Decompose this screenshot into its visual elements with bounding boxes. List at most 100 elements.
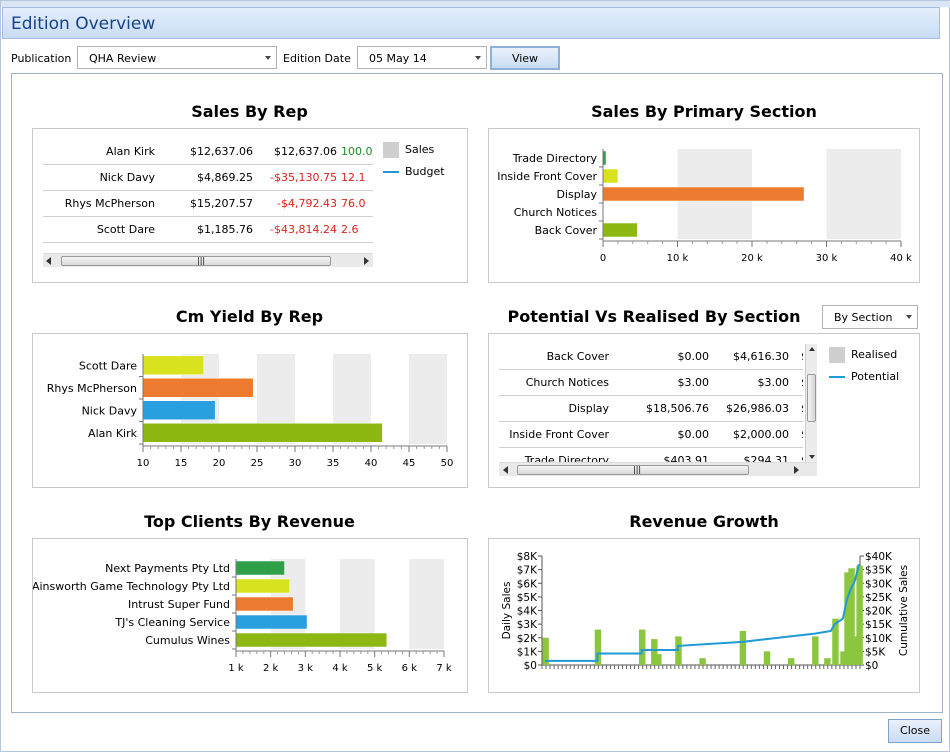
potential-vs-realised-table: Back Cover $0.00 $4,616.30 $ Church Notices $… [499, 344, 803, 462]
sales-by-primary-section-panel: Trade Directory Inside Front Cover Display… [488, 128, 920, 283]
scroll-thumb[interactable] [517, 465, 749, 475]
grip-icon: ||| [633, 465, 642, 474]
bar [602, 186, 805, 202]
table-row[interactable]: Inside Front Cover $0.00 $2,000.00 $ [499, 422, 803, 448]
arrow-left-icon[interactable] [46, 257, 51, 265]
table-row[interactable]: Rhys McPherson $15,207.57 -$4,792.43 76.0 [43, 191, 373, 217]
section-potential: $4,616.30 [733, 350, 789, 363]
realised-legend-swatch [829, 347, 845, 363]
x-tick-label: 2 k [263, 663, 279, 674]
rep-name: Rhys McPherson [64, 197, 155, 210]
top-clients-chart: Next Payments Pty Ltd Ainsworth Game Tech… [32, 559, 452, 674]
y2-tick-label: $10K [865, 633, 893, 645]
x-tick-label: 0 [600, 253, 606, 264]
cumulative-line [545, 563, 860, 662]
cm-yield-by-rep-panel: Scott Dare Rhys McPherson Nick Davy Alan Ki… [32, 333, 468, 488]
daily-bar [840, 651, 847, 665]
rep-sales: $4,869.25 [197, 171, 253, 184]
x-tick-label: 6 k [402, 663, 418, 674]
table-row[interactable]: Church Notices $3.00 $3.00 $ [499, 370, 803, 396]
x-tick-label: 25 [251, 458, 264, 469]
by-section-value: By Section [834, 311, 893, 324]
arrow-right-icon[interactable] [364, 257, 369, 265]
category-label: Trade Directory [512, 152, 598, 165]
y2-axis-label: Cumulative Sales [898, 565, 910, 656]
realised-legend-label: Realised [851, 348, 898, 361]
x-tick-label: 1 k [228, 663, 244, 674]
rep-percent: 100.0 [341, 145, 373, 158]
daily-bar [594, 629, 602, 665]
arrow-down-icon[interactable] [809, 455, 815, 459]
daily-bar [699, 658, 706, 665]
rep-name: Alan Kirk [106, 145, 155, 158]
category-label: Church Notices [514, 206, 598, 219]
bar [235, 632, 388, 648]
section-extra: $ [801, 428, 803, 441]
by-section-select[interactable]: By Section [822, 305, 918, 329]
daily-bar [763, 651, 771, 665]
scroll-thumb[interactable] [61, 256, 331, 266]
x-tick-label: 45 [403, 458, 416, 469]
edition-date-select[interactable]: 05 May 14 [357, 46, 487, 69]
table-row[interactable]: Nick Davy $4,869.25 -$35,130.75 12.1 [43, 165, 373, 191]
x-tick-label: 30 k [816, 253, 838, 264]
cm-yield-by-rep-title: Cm Yield By Rep [175, 307, 324, 326]
potential-vs-realised-hscrollbar[interactable]: ||| [499, 462, 817, 476]
section-potential: $294.31 [743, 454, 790, 462]
rep-budget: -$43,814.24 [270, 223, 337, 236]
y-tick-label: $3K [517, 619, 538, 631]
rep-sales: $1,185.76 [197, 223, 253, 236]
rep-percent: 76.0 [341, 197, 366, 210]
scroll-thumb[interactable] [807, 374, 816, 422]
section-extra: $ [801, 402, 803, 415]
table-row[interactable]: Display $18,506.76 $26,986.03 $ [499, 396, 803, 422]
arrow-up-icon[interactable] [809, 347, 815, 351]
sales-by-rep-panel: Alan Kirk $12,637.06 $12,637.06 100.0 Nick D… [32, 128, 468, 283]
sales-by-rep-scrollbar[interactable]: ||| [43, 253, 373, 267]
y2-tick-label: $0 [865, 660, 878, 672]
rep-sales: $15,207.57 [190, 197, 253, 210]
rep-percent: 2.6 [341, 223, 359, 236]
section-name: Inside Front Cover [509, 428, 609, 441]
table-row[interactable]: Trade Directory $403.91 $294.31 $ [499, 448, 803, 462]
revenue-growth-panel: $0 $1K $2K $3K $4K $5K $6K $7K $8K $0 $5K $10K $15K $… [488, 538, 920, 693]
section-name: Display [568, 402, 609, 415]
category-label: Scott Dare [79, 359, 137, 372]
x-tick-label: 30 [289, 458, 302, 469]
section-name: Back Cover [546, 350, 609, 363]
grip-icon: ||| [197, 256, 206, 265]
publication-select[interactable]: QHA Review [77, 46, 277, 69]
bar [602, 168, 619, 184]
arrow-right-icon[interactable] [794, 466, 799, 474]
y-tick-label: $4K [517, 606, 538, 618]
x-tick-label: 20 [213, 458, 226, 469]
sales-legend-swatch [383, 142, 399, 158]
bar [142, 400, 216, 420]
table-row[interactable]: Scott Dare $1,185.76 -$43,814.24 2.6 [43, 217, 373, 243]
rep-name: Nick Davy [99, 171, 155, 184]
section-potential: $2,000.00 [733, 428, 789, 441]
category-label: Ainsworth Game Technology Pty Ltd [33, 580, 230, 593]
table-row[interactable]: Alan Kirk $12,637.06 $12,637.06 100.0 [43, 139, 373, 165]
category-label: Rhys McPherson [47, 382, 137, 395]
view-button[interactable]: View [490, 46, 560, 70]
table-row[interactable]: Back Cover $0.00 $4,616.30 $ [499, 344, 803, 370]
bar [142, 355, 205, 375]
x-tick-label: 15 [175, 458, 188, 469]
bar [602, 222, 638, 238]
budget-legend-line [383, 171, 399, 173]
arrow-left-icon[interactable] [503, 466, 508, 474]
y-tick-label: $1K [517, 646, 538, 658]
dashboard-area: Sales By Rep Alan Kirk $12,637.06 $12,637.… [11, 73, 943, 713]
rep-sales: $12,637.06 [190, 145, 253, 158]
y-tick-label: $0 [524, 660, 537, 672]
y2-tick-label: $5K [865, 646, 886, 658]
daily-bar [655, 654, 662, 665]
y-tick-label: $5K [517, 592, 538, 604]
potential-vs-realised-vscrollbar[interactable] [805, 344, 817, 462]
close-button[interactable]: Close [888, 719, 942, 743]
x-tick-label: 10 [137, 458, 150, 469]
section-extra: $ [801, 454, 803, 462]
x-tick-label: 50 [441, 458, 454, 469]
daily-bar [812, 636, 819, 665]
